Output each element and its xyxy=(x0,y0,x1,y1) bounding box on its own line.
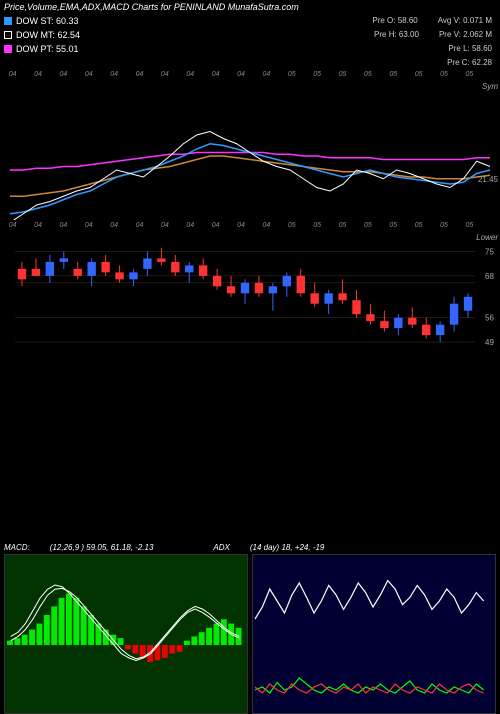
macd-label: MACD: xyxy=(4,543,30,552)
time-tick: 04 xyxy=(237,71,245,78)
stats-row-1: Pre O: 58.60 Avg V: 0.071 M xyxy=(368,16,496,26)
time-tick: 04 xyxy=(85,71,93,78)
stats-row-2: Pre H: 63.00 Pre V: 2.062 M xyxy=(370,30,496,40)
indicator-header: MACD: (12,26,9 ) 59.05, 61.18, -2.13 ADX… xyxy=(0,541,500,554)
legend-mt: DOW MT: 62.54 xyxy=(4,30,80,40)
adx-params: (14 day) 18, +24, -19 xyxy=(250,543,325,552)
legend-row: DOW ST: 60.33 Pre O: 58.60 Avg V: 0.071 … xyxy=(0,14,500,28)
stat-pre-v: Pre V: 2.062 M xyxy=(439,30,492,40)
adx-label: ADX xyxy=(213,543,229,552)
stat-prev-l: Pre L: 58.60 xyxy=(448,44,492,54)
time-axis-upper: 04 04 04 04 04 04 04 04 04 04 04 05 05 05 05 05 05 05 05 xyxy=(0,69,500,80)
header: Price,Volume,EMA,ADX,MACD Charts for PEN… xyxy=(0,0,500,14)
candle-chart: 75 68 56 49 xyxy=(0,231,500,361)
macd-panel xyxy=(4,554,248,714)
time-tick: 04 xyxy=(60,71,68,78)
ema-chart xyxy=(0,80,500,220)
stats-row-3: Pre L: 58.60 xyxy=(444,44,496,54)
macd-chart xyxy=(5,555,245,713)
time-tick: 04 xyxy=(110,71,118,78)
time-tick: 04 xyxy=(212,71,220,78)
legend-st-label: DOW ST: 60.33 xyxy=(16,16,79,26)
lower-panels xyxy=(0,554,500,714)
time-tick: 05 xyxy=(466,222,474,229)
time-tick: 04 xyxy=(263,71,271,78)
time-tick: 05 xyxy=(466,71,474,78)
time-tick: 05 xyxy=(364,222,372,229)
time-tick: 05 xyxy=(440,71,448,78)
time-tick: 05 xyxy=(415,71,423,78)
time-tick: 04 xyxy=(34,222,42,229)
svg-text:75: 75 xyxy=(485,247,494,256)
stats-row-4: Pre C: 62.28 xyxy=(443,58,496,67)
time-tick: 05 xyxy=(440,222,448,229)
page-title: Price,Volume,EMA,ADX,MACD Charts for PEN… xyxy=(4,2,299,12)
legend-st-color xyxy=(4,17,12,25)
time-tick: 05 xyxy=(339,222,347,229)
lower-label: Lower xyxy=(476,233,498,242)
time-tick: 04 xyxy=(263,222,271,229)
time-tick: 05 xyxy=(288,222,296,229)
legend-row-2: DOW MT: 62.54 Pre H: 63.00 Pre V: 2.062 … xyxy=(0,28,500,42)
legend-st: DOW ST: 60.33 xyxy=(4,16,79,26)
time-tick: 04 xyxy=(85,222,93,229)
time-tick: 04 xyxy=(237,222,245,229)
time-tick: 04 xyxy=(212,222,220,229)
legend-mt-color xyxy=(4,31,12,39)
stat-avg-v: Avg V: 0.071 M xyxy=(438,16,492,26)
time-tick: 04 xyxy=(186,71,194,78)
svg-text:68: 68 xyxy=(485,272,494,281)
svg-text:49: 49 xyxy=(485,338,494,347)
time-tick: 04 xyxy=(161,71,169,78)
time-tick: 05 xyxy=(364,71,372,78)
time-tick: 04 xyxy=(34,71,42,78)
legend-pt-label: DOW PT: 55.01 xyxy=(16,44,79,54)
time-tick: 05 xyxy=(339,71,347,78)
time-tick: 04 xyxy=(136,222,144,229)
gap-panel xyxy=(0,361,500,541)
time-tick: 05 xyxy=(389,71,397,78)
stat-prev-h: Pre H: 63.00 xyxy=(374,30,419,40)
time-tick: 04 xyxy=(110,222,118,229)
adx-chart xyxy=(253,555,493,713)
time-tick: 04 xyxy=(60,222,68,229)
time-axis-candle: 04 04 04 04 04 04 04 04 04 04 04 05 05 05 05 05 05 05 05 xyxy=(0,220,500,231)
time-tick: 05 xyxy=(313,222,321,229)
sym-label: Sym xyxy=(482,82,498,91)
stat-prev-o: Pre O: 58.60 xyxy=(372,16,417,26)
time-tick: 04 xyxy=(186,222,194,229)
time-tick: 04 xyxy=(136,71,144,78)
stat-prev-c: Pre C: 62.28 xyxy=(447,58,492,67)
candle-panel: Lower 75 68 56 49 xyxy=(0,231,500,361)
legend-row-3: DOW PT: 55.01 Pre L: 58.60 xyxy=(0,42,500,56)
ema-right-label: 21.45 xyxy=(478,175,498,184)
time-tick: 05 xyxy=(389,222,397,229)
time-tick: 05 xyxy=(415,222,423,229)
legend-pt-color xyxy=(4,45,12,53)
svg-text:56: 56 xyxy=(485,314,494,323)
time-tick: 04 xyxy=(161,222,169,229)
legend-mt-label: DOW MT: 62.54 xyxy=(16,30,80,40)
time-tick: 04 xyxy=(9,71,17,78)
adx-panel xyxy=(252,554,496,714)
time-tick: 05 xyxy=(288,71,296,78)
macd-params: (12,26,9 ) 59.05, 61.18, -2.13 xyxy=(50,543,154,552)
ema-panel: Sym 21.45 xyxy=(0,80,500,220)
time-tick: 05 xyxy=(313,71,321,78)
legend-row-4: Pre C: 62.28 xyxy=(0,56,500,69)
legend-pt: DOW PT: 55.01 xyxy=(4,44,79,54)
time-tick: 04 xyxy=(9,222,17,229)
